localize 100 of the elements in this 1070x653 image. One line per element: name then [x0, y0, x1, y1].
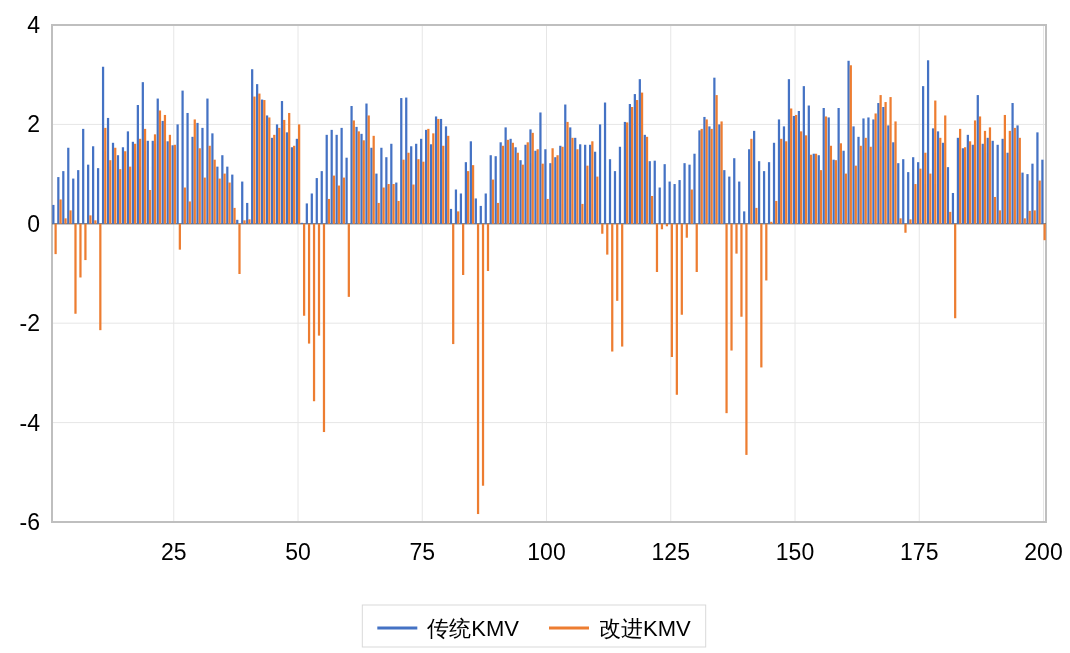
bar	[218, 178, 221, 224]
bar	[869, 146, 872, 224]
bar	[912, 157, 915, 224]
bar	[750, 138, 753, 224]
bar	[539, 112, 542, 224]
bar	[822, 108, 825, 224]
bar	[917, 162, 920, 224]
x-tick-label: 150	[775, 539, 815, 565]
bar	[867, 117, 870, 224]
bar	[782, 126, 786, 224]
bar	[181, 90, 184, 224]
bar	[931, 128, 935, 224]
bar	[178, 223, 181, 250]
bar	[618, 146, 622, 224]
bar	[243, 220, 246, 224]
bar	[504, 127, 507, 224]
bar	[757, 161, 761, 224]
bar	[489, 155, 492, 224]
bar	[432, 133, 435, 224]
bar	[317, 223, 321, 336]
bar	[959, 128, 962, 224]
bar	[206, 98, 209, 224]
bar	[221, 155, 224, 224]
bar	[69, 210, 72, 224]
bar	[673, 184, 676, 224]
bar	[862, 118, 865, 224]
bar	[733, 158, 736, 224]
bar	[899, 218, 902, 224]
bar	[62, 171, 65, 224]
bar	[298, 124, 301, 224]
bar	[638, 79, 641, 224]
bar	[211, 133, 214, 224]
bar	[606, 223, 609, 255]
bar	[188, 201, 191, 224]
bar	[936, 131, 940, 224]
bar	[819, 170, 823, 224]
bar	[683, 163, 686, 224]
bar	[837, 108, 840, 224]
bar	[663, 164, 666, 224]
bar	[467, 171, 470, 224]
legend-label: 改进KMV	[599, 616, 691, 641]
bar	[549, 163, 552, 224]
bar	[459, 193, 463, 224]
bar	[119, 169, 122, 224]
bar	[365, 103, 368, 224]
bar	[1006, 152, 1009, 224]
y-tick-label: 2	[27, 111, 40, 138]
bar	[941, 142, 945, 224]
bar	[785, 141, 788, 224]
bar	[973, 120, 977, 224]
bar	[743, 211, 746, 224]
bar	[84, 223, 87, 261]
bar	[919, 168, 922, 224]
bar	[124, 151, 127, 224]
bar	[998, 210, 1002, 224]
bar	[897, 163, 900, 224]
bar	[611, 223, 614, 352]
bar	[1021, 172, 1024, 224]
bar	[166, 141, 169, 224]
bar	[1036, 132, 1039, 224]
bar	[469, 141, 472, 224]
bar	[566, 121, 569, 224]
bar	[730, 223, 733, 351]
bar	[787, 79, 791, 224]
bar	[1031, 163, 1034, 224]
bar	[956, 137, 960, 224]
bar	[988, 127, 992, 224]
bar	[479, 205, 482, 224]
bar	[748, 149, 751, 224]
bar	[464, 162, 467, 224]
bar	[256, 84, 259, 224]
bar	[839, 143, 842, 224]
bar	[1023, 218, 1026, 224]
bar	[484, 193, 487, 224]
bar	[96, 168, 100, 224]
bar	[514, 147, 517, 224]
bar	[633, 94, 636, 224]
bar	[740, 223, 743, 317]
bar	[238, 223, 241, 274]
y-tick-label: 4	[27, 12, 41, 38]
bar	[976, 95, 979, 224]
bar	[685, 223, 688, 238]
bar	[857, 136, 860, 224]
bar	[350, 106, 353, 224]
bar	[310, 193, 313, 224]
bar	[762, 171, 766, 224]
bar	[362, 140, 365, 224]
bar	[385, 157, 388, 224]
bar	[79, 223, 82, 278]
bar	[417, 159, 420, 224]
bar	[161, 120, 164, 224]
bar	[141, 82, 144, 224]
bar	[519, 160, 522, 224]
bar	[951, 192, 955, 224]
x-tick-label: 100	[527, 539, 566, 565]
bar	[111, 142, 115, 224]
bar	[59, 199, 62, 224]
bar	[380, 147, 383, 224]
x-tick-label: 25	[160, 539, 187, 565]
bar	[551, 148, 554, 224]
